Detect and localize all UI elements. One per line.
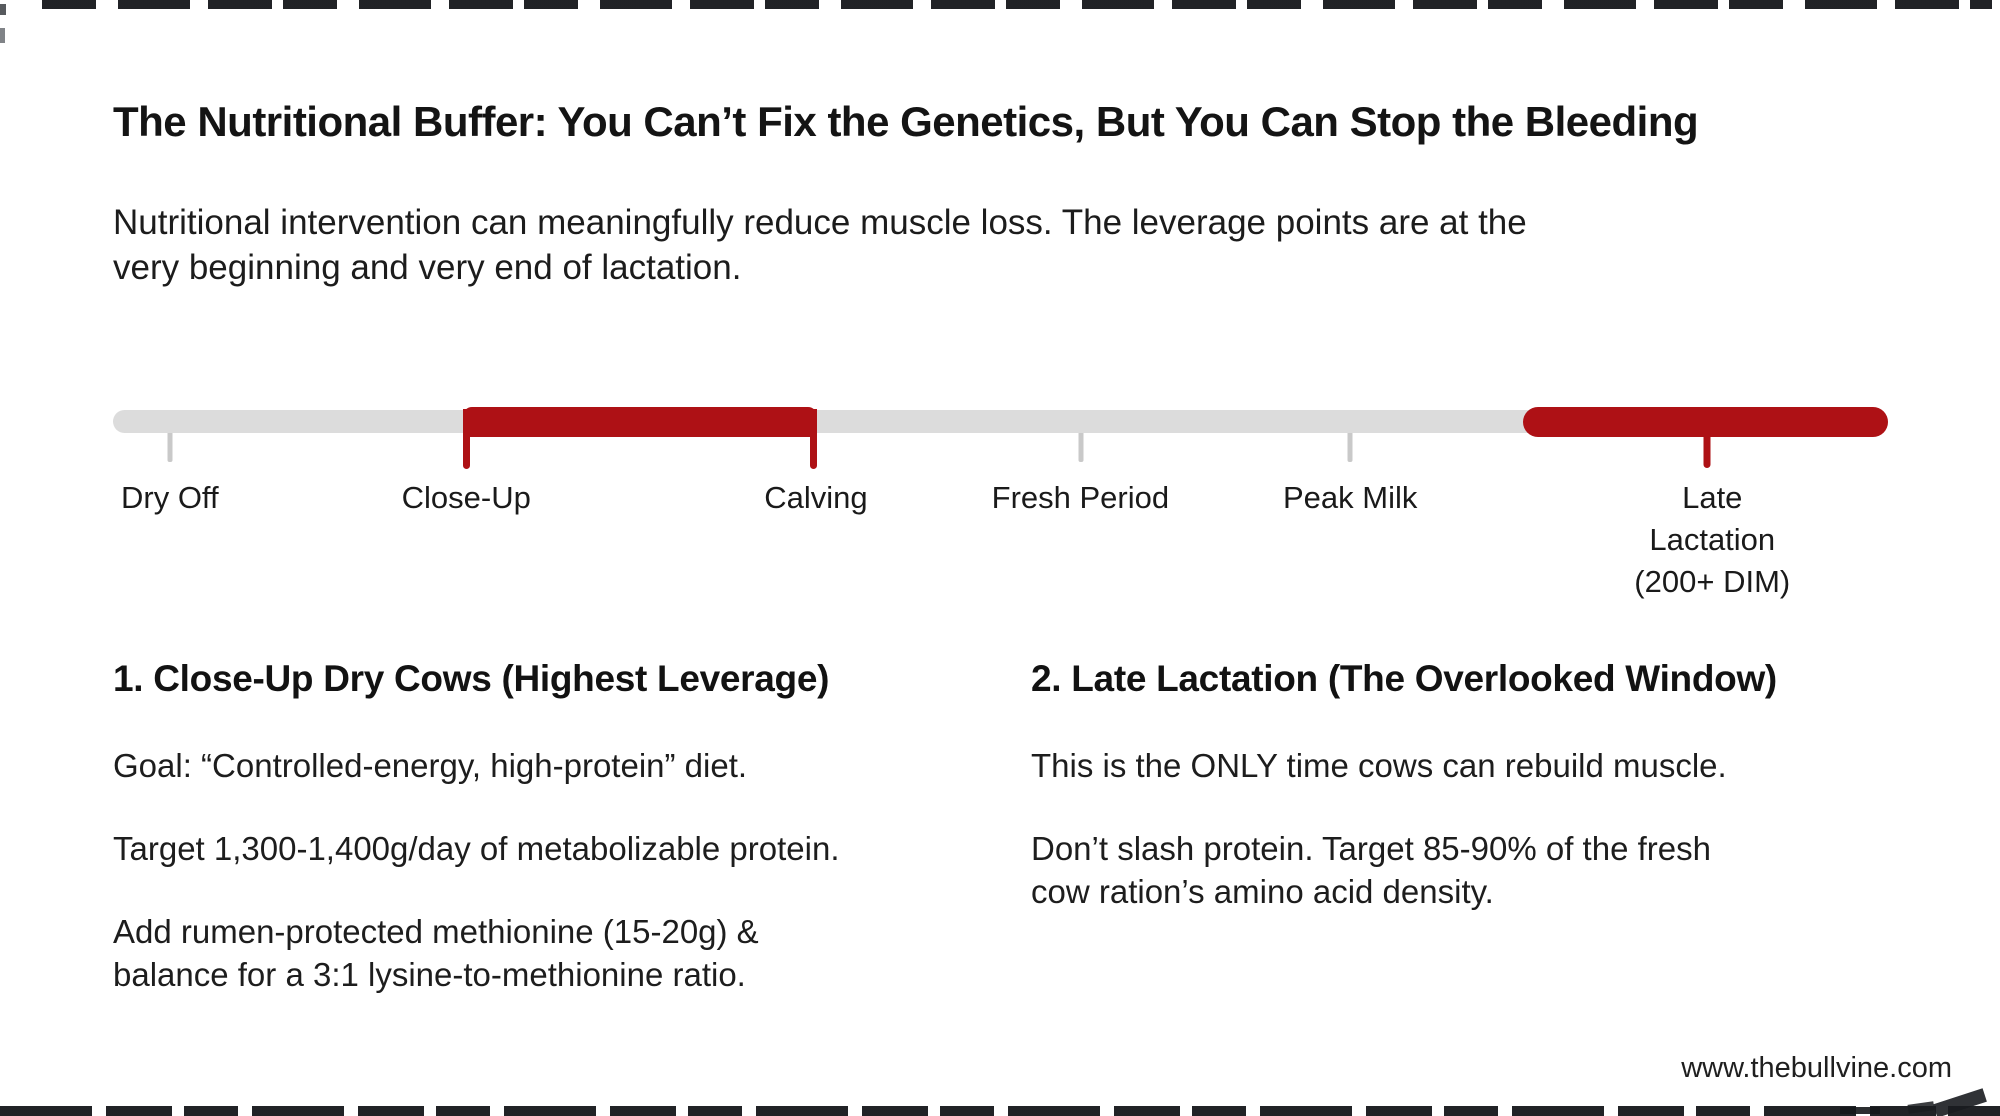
section-paragraph: Add rumen-protected methionine (15-20g) … bbox=[113, 913, 759, 994]
timeline-label-late-lactation: Late Lactation (200+ DIM) bbox=[1634, 480, 1791, 599]
edge-artifact bbox=[0, 28, 5, 43]
highlight-segment-closeup-to-calving bbox=[463, 407, 817, 469]
section-paragraph: Don’t slash protein. Target 85-90% of th… bbox=[1031, 830, 1711, 911]
tick-late-lactation bbox=[1703, 437, 1711, 468]
tick-calving bbox=[809, 409, 817, 469]
timeline-label-fresh-period: Fresh Period bbox=[991, 480, 1170, 515]
section-late-lactation: 2. Late Lactation (The Overlooked Window… bbox=[1031, 657, 1931, 914]
page-subtitle: Nutritional intervention can meaningfull… bbox=[113, 203, 1527, 288]
timeline-label-dry-off: Dry Off bbox=[120, 480, 219, 515]
tick-peak-milk bbox=[1347, 431, 1353, 462]
section-heading: 1. Close-Up Dry Cows (Highest Leverage) bbox=[113, 658, 830, 699]
timeline-label-calving: Calving bbox=[764, 480, 868, 515]
tick-fresh-period bbox=[1078, 431, 1084, 462]
section-paragraph: Goal: “Controlled-energy, high-protein” … bbox=[113, 747, 748, 785]
section-close-up-dry-cows: 1. Close-Up Dry Cows (Highest Leverage) … bbox=[113, 657, 1013, 997]
timeline-label-peak-milk: Peak Milk bbox=[1282, 480, 1418, 515]
cropped-text-artifact-top bbox=[42, 0, 1992, 9]
tick-dry-off bbox=[167, 431, 173, 462]
edge-artifact bbox=[1840, 1107, 1880, 1114]
page-title: The Nutritional Buffer: You Can’t Fix th… bbox=[113, 98, 1699, 145]
timeline-labels: Dry Off Close-Up Calving Fresh Period Pe… bbox=[113, 477, 1888, 599]
section-paragraph: This is the ONLY time cows can rebuild m… bbox=[1031, 747, 1727, 785]
edge-artifact bbox=[0, 4, 6, 15]
tick-close-up bbox=[463, 409, 471, 469]
section-paragraph: Target 1,300-1,400g/day of metabolizable… bbox=[113, 830, 840, 868]
timeline-label-close-up: Close-Up bbox=[401, 480, 531, 515]
website-url: www.thebullvine.com bbox=[1681, 1052, 1952, 1084]
section-heading: 2. Late Lactation (The Overlooked Window… bbox=[1031, 658, 1777, 699]
highlight-segment-late-lactation bbox=[1523, 407, 1888, 437]
lactation-timeline bbox=[113, 407, 1888, 469]
cropped-text-artifact-bottom bbox=[0, 1106, 2000, 1116]
